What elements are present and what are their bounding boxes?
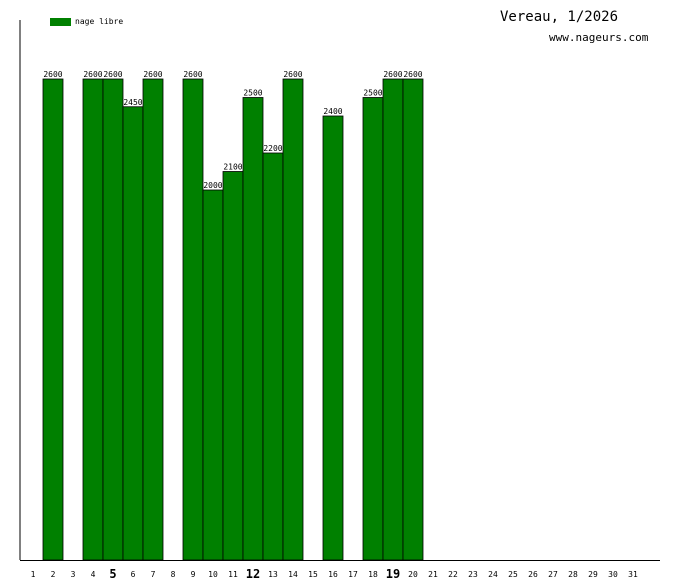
x-tick-label-19: 19 — [386, 567, 400, 580]
legend-label: nage libre — [75, 17, 124, 26]
site-url: www.nageurs.com — [549, 31, 649, 44]
value-label-18: 2500 — [363, 89, 382, 98]
bar-11 — [222, 171, 244, 561]
legend-swatch — [50, 17, 71, 26]
x-tick-label-3: 3 — [71, 570, 76, 579]
x-tick-label-10: 10 — [208, 570, 218, 579]
x-tick-label-13: 13 — [268, 570, 278, 579]
value-label-5: 2600 — [103, 70, 122, 79]
x-tick-label-12: 12 — [246, 567, 260, 580]
value-label-13: 2200 — [263, 144, 282, 153]
x-tick-label-8: 8 — [171, 570, 176, 579]
value-label-12: 2500 — [243, 89, 262, 98]
bar-2 — [42, 78, 64, 561]
x-tick-label-9: 9 — [191, 570, 196, 579]
x-tick-label-23: 23 — [468, 570, 478, 579]
bar-5 — [102, 78, 124, 561]
value-label-14: 2600 — [283, 70, 302, 79]
x-tick-label-2: 2 — [51, 570, 56, 579]
value-label-4: 2600 — [83, 70, 102, 79]
bar-6 — [122, 106, 144, 561]
x-tick-label-6: 6 — [131, 570, 136, 579]
x-tick-label-18: 18 — [368, 570, 378, 579]
x-tick-label-1: 1 — [31, 570, 36, 579]
bar-14 — [282, 78, 304, 561]
value-label-19: 2600 — [383, 70, 402, 79]
x-tick-label-16: 16 — [328, 570, 338, 579]
bar-12 — [242, 97, 264, 561]
chart-title: Vereau, 1/2026 — [500, 9, 619, 25]
value-label-11: 2100 — [223, 163, 242, 172]
x-tick-label-31: 31 — [628, 570, 638, 579]
x-tick-label-24: 24 — [488, 570, 498, 579]
x-tick-label-30: 30 — [608, 570, 618, 579]
x-tick-label-26: 26 — [528, 570, 538, 579]
value-label-2: 2600 — [43, 70, 62, 79]
x-tick-label-11: 11 — [228, 570, 238, 579]
bar-10 — [202, 189, 224, 561]
x-tick-label-4: 4 — [91, 570, 96, 579]
value-label-20: 2600 — [403, 70, 422, 79]
x-tick-label-14: 14 — [288, 570, 298, 579]
x-tick-label-17: 17 — [348, 570, 358, 579]
x-tick-labels-group: 1 2 3 4 5 6 7 8 9 10 11 12 13 14 15 16 17 18 19 20 21 22 23 24 2… — [31, 567, 638, 580]
x-tick-label-22: 22 — [448, 570, 458, 579]
value-label-16: 2400 — [323, 107, 342, 116]
bar-4 — [82, 78, 104, 561]
value-label-7: 2600 — [143, 70, 162, 79]
legend: nage libre — [50, 17, 123, 26]
bar-20 — [402, 78, 424, 561]
x-tick-label-21: 21 — [428, 570, 438, 579]
x-tick-label-15: 15 — [308, 570, 318, 579]
bar-18 — [362, 97, 384, 561]
x-tick-label-7: 7 — [151, 570, 156, 579]
bar-19 — [382, 78, 404, 561]
bar-16 — [322, 115, 344, 561]
value-label-10: 2000 — [203, 181, 222, 190]
x-tick-label-25: 25 — [508, 570, 518, 579]
x-tick-label-5: 5 — [109, 567, 116, 580]
x-tick-label-28: 28 — [568, 570, 578, 579]
x-tick-label-27: 27 — [548, 570, 558, 579]
x-tick-label-20: 20 — [408, 570, 418, 579]
bar-9 — [182, 78, 204, 561]
x-tick-label-29: 29 — [588, 570, 598, 579]
bar-13 — [262, 152, 284, 561]
bars-group — [42, 78, 424, 561]
value-label-9: 2600 — [183, 70, 202, 79]
bar-7 — [142, 78, 164, 561]
value-label-6: 2450 — [123, 98, 142, 107]
